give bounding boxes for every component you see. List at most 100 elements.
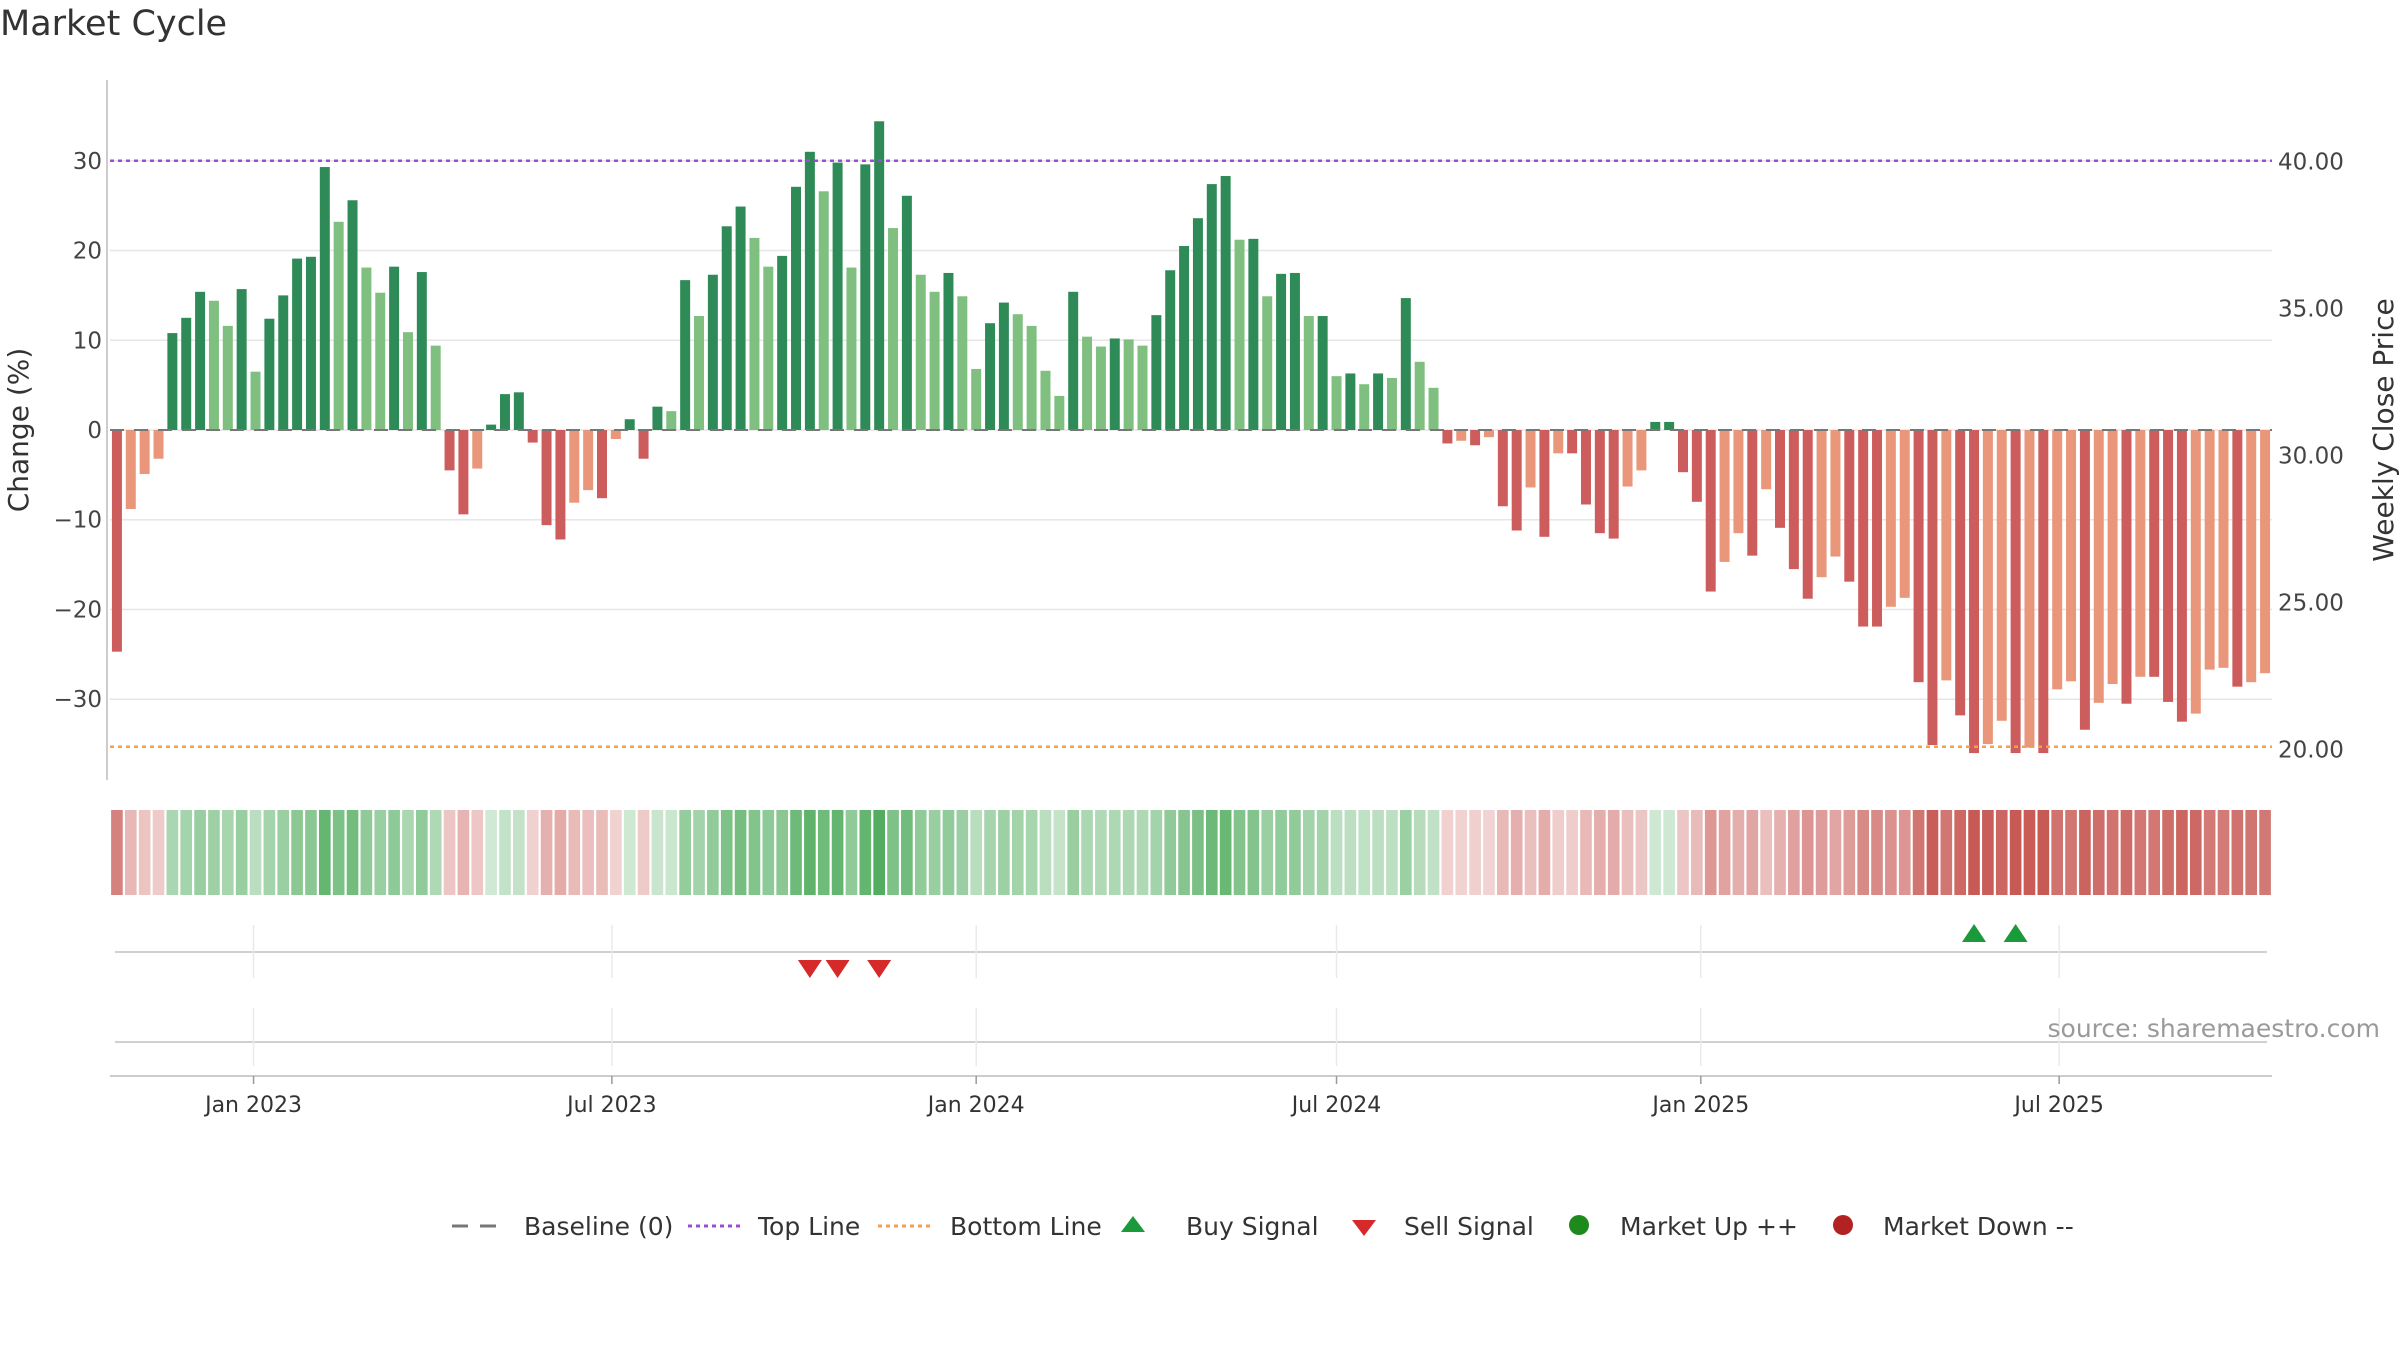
bar [1594, 430, 1605, 534]
bar [1082, 336, 1093, 430]
bar [1553, 430, 1564, 454]
bar [153, 430, 164, 459]
heat-strip-cell [914, 810, 927, 895]
heat-strip-cell [693, 810, 705, 895]
bar [888, 228, 899, 430]
bar [1761, 430, 1772, 490]
heat-strip-cell [1635, 810, 1648, 895]
bar [2093, 430, 2104, 703]
bar [1262, 296, 1273, 430]
heat-strip-cell [1427, 810, 1440, 895]
bar [444, 430, 455, 471]
heat-strip-cell [1774, 810, 1786, 895]
heat-strip-cell [610, 810, 622, 895]
bar [2149, 430, 2160, 677]
heat-strip-cell [1982, 810, 1994, 895]
y-tick-label-right: 30.00 [2278, 443, 2344, 469]
bar [846, 267, 857, 430]
heat-strip-cell [582, 810, 594, 895]
heat-strip-cell [1704, 810, 1717, 895]
heat-strip-cell [748, 810, 761, 895]
heat-strip-cell [2023, 810, 2036, 895]
heat-strip-cell [817, 810, 830, 895]
bar [1470, 430, 1481, 446]
bar [527, 430, 538, 443]
bar [2260, 430, 2271, 674]
bar [1775, 430, 1785, 528]
bar [985, 323, 996, 430]
heat-strip-cell [762, 810, 775, 895]
bar [721, 226, 732, 430]
heat-strip-cell [707, 810, 719, 895]
bar [1650, 421, 1661, 430]
bar [915, 274, 926, 430]
bar [1622, 430, 1633, 487]
bar [111, 430, 122, 652]
bar [236, 289, 247, 430]
heat-strip-cell [1108, 810, 1121, 895]
heat-strip-cell [1732, 810, 1745, 895]
heat-strip-cell [499, 810, 511, 895]
heat-strip-cell [776, 810, 788, 895]
bar [2024, 430, 2035, 748]
bar [1497, 430, 1508, 507]
y-tick-label-left: 30 [73, 149, 102, 175]
heat-strip-cell [1261, 810, 1274, 895]
bar [1996, 430, 2007, 721]
heat-strip-cell [1552, 810, 1565, 895]
heat-strip-cell [2037, 810, 2050, 895]
heat-strip-cell [1968, 810, 1980, 895]
bar [1678, 430, 1688, 473]
buy-signal-marker [2003, 924, 2028, 942]
bar [1179, 246, 1190, 430]
x-tick-label: Jul 2025 [2012, 1093, 2104, 1118]
bar [638, 430, 649, 459]
heat-strip-cell [1150, 810, 1163, 895]
bar [2190, 430, 2201, 714]
heat-strip-cell [1954, 810, 1966, 895]
bar [402, 332, 413, 430]
heat-strip-cell [416, 810, 428, 895]
heat-strip-cell [2106, 810, 2119, 895]
bar [250, 371, 261, 430]
bar [1567, 430, 1578, 454]
heat-strip-cell [1483, 810, 1495, 895]
bar [1580, 430, 1591, 505]
bar [292, 258, 303, 430]
heat-strip-cell [2009, 810, 2022, 895]
heat-strip-cell [152, 810, 165, 895]
heat-strip-cell [360, 810, 373, 895]
bar [375, 292, 386, 430]
heat-strip-cell [1926, 810, 1939, 895]
bar [998, 302, 1009, 430]
legend-label: Buy Signal [1186, 1212, 1319, 1241]
heat-strip-cell [998, 810, 1010, 895]
bar [597, 430, 607, 499]
heat-strip-cell [2120, 810, 2133, 895]
legend-label: Top Line [757, 1212, 860, 1241]
heat-strip-cell [402, 810, 414, 895]
heat-strip-cell [665, 810, 678, 895]
bar [1802, 430, 1813, 599]
bar [610, 430, 621, 439]
bar [541, 430, 552, 526]
heat-strip-cell [928, 810, 941, 895]
heat-strip-cell [568, 810, 581, 895]
heat-strip-cell [111, 810, 123, 895]
bar [1151, 315, 1162, 430]
heat-strip-cell [651, 810, 664, 895]
heat-strip-cell [305, 810, 317, 895]
bar [2246, 430, 2257, 683]
heat-strip-cell [1621, 810, 1634, 895]
bar [430, 345, 441, 430]
bar [2135, 430, 2146, 677]
bar [749, 237, 760, 430]
bar [1872, 430, 1883, 627]
heat-strip-cell [374, 810, 387, 895]
heat-strip-cell [1746, 810, 1759, 895]
bar [2163, 430, 2174, 702]
bar [1899, 430, 1910, 598]
bar [901, 195, 912, 430]
sell-signal-marker [797, 960, 822, 978]
